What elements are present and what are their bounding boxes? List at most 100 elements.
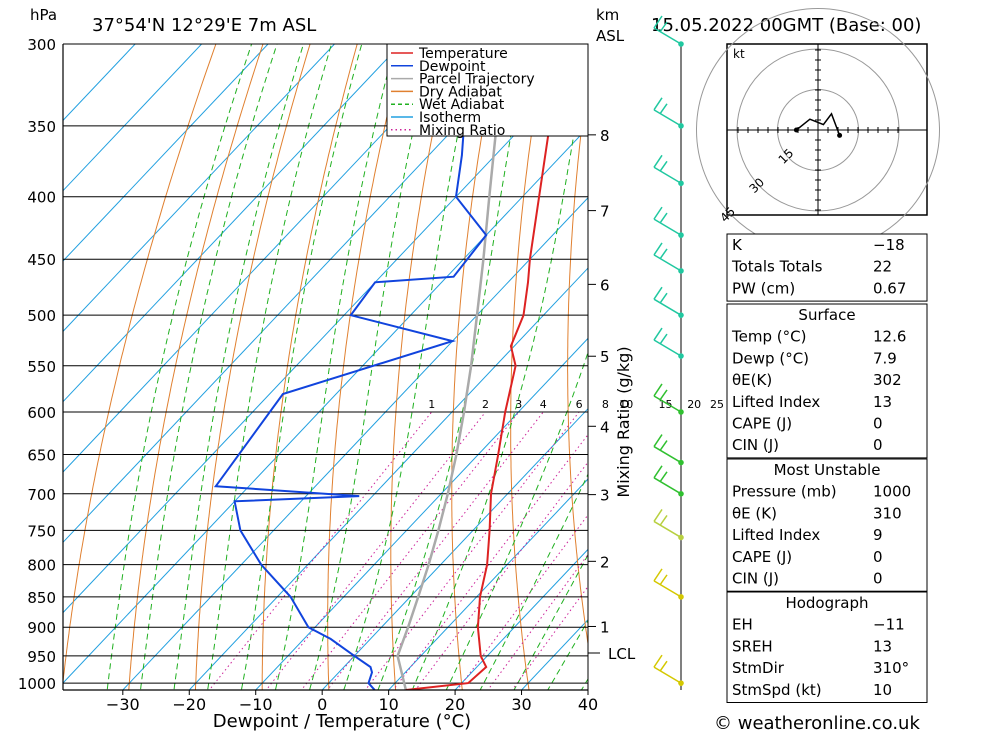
table-row-label: Lifted Index bbox=[732, 393, 820, 411]
table-frame bbox=[726, 591, 928, 703]
isotherm-line bbox=[255, 337, 588, 690]
pressure-tick-label: 950 bbox=[27, 648, 56, 666]
pressure-tick-label: 300 bbox=[27, 36, 56, 54]
wind-barb-flag bbox=[659, 292, 668, 304]
legend-label: Mixing Ratio bbox=[419, 123, 505, 139]
table-row-value: 0 bbox=[873, 570, 883, 588]
pressure-tick-label: 600 bbox=[27, 404, 56, 422]
wind-barb-flag bbox=[653, 383, 663, 397]
hodograph-start-dot bbox=[793, 127, 799, 133]
wind-barb bbox=[653, 434, 684, 466]
wind-barb-flag bbox=[659, 103, 668, 115]
wind-barb bbox=[653, 654, 684, 686]
stability-tables: K −18 Totals Totals 22 PW (cm) 0.67 Surface Tem… bbox=[726, 233, 928, 703]
height-tick-label: 5 bbox=[600, 348, 610, 366]
copyright: © weatheronline.co.uk bbox=[714, 713, 920, 733]
table-row-label: SREH bbox=[732, 637, 773, 655]
hodograph-stats-table: Hodograph EH −11 SREH 13 StmDir 310° StmSpd (kt… bbox=[726, 591, 928, 703]
isotherm-line bbox=[122, 197, 588, 690]
dry-adiabat-line bbox=[968, 7, 1000, 709]
table-row-value: 0 bbox=[873, 415, 883, 433]
isotherm-line bbox=[63, 126, 588, 684]
wind-level-dot bbox=[678, 232, 684, 238]
dry-adiabat-line bbox=[510, 44, 547, 690]
dry-adiabat-line bbox=[922, 7, 1000, 709]
legend-label: Wet Adiabat bbox=[419, 97, 505, 113]
table-row-value: 0.67 bbox=[873, 279, 906, 297]
height-tick-label: 1 bbox=[600, 618, 610, 636]
table-row-label: CIN (J) bbox=[732, 436, 779, 454]
table-row-label: θE(K) bbox=[732, 371, 772, 389]
wind-barb bbox=[653, 97, 684, 129]
table-frame bbox=[726, 303, 928, 459]
km-label: km bbox=[596, 6, 619, 24]
wind-barb-flag bbox=[659, 212, 668, 224]
height-tick-label: 2 bbox=[600, 553, 610, 571]
wind-barb bbox=[653, 286, 684, 318]
pressure-tick-label: 900 bbox=[27, 619, 56, 637]
pressure-tick-label: 350 bbox=[27, 118, 56, 136]
table-row-value: −18 bbox=[873, 236, 905, 254]
table-row-label: CIN (J) bbox=[732, 570, 779, 588]
wind-barb-flag bbox=[653, 465, 663, 479]
wet-adiabat-line bbox=[445, 351, 588, 690]
x-tick-label: 0 bbox=[317, 695, 327, 714]
mixing-ratio-line bbox=[326, 411, 544, 690]
table-row-value: 302 bbox=[873, 371, 902, 389]
wind-barb-flag bbox=[659, 248, 668, 260]
table-row-value: 9 bbox=[873, 526, 883, 544]
table-row-label: CAPE (J) bbox=[732, 415, 792, 433]
datetime-title: 15.05.2022 00GMT (Base: 00) bbox=[651, 15, 921, 36]
wet-adiabat-line bbox=[240, 44, 363, 690]
mixing-ratio-label: 1 bbox=[428, 398, 435, 411]
mixing-ratio-label: 8 bbox=[602, 398, 609, 411]
wet-adiabat-line bbox=[274, 44, 396, 690]
wind-barb bbox=[653, 154, 684, 187]
pressure-tick-label: 400 bbox=[27, 189, 56, 207]
wind-barb-shaft bbox=[653, 395, 682, 413]
wind-barb bbox=[653, 242, 684, 274]
location-title: 37°54'N 12°29'E 7m ASL bbox=[92, 15, 316, 36]
table-row-label: Lifted Index bbox=[732, 526, 820, 544]
table-row-value: 12.6 bbox=[873, 328, 906, 346]
mixing-ratio-label: 2 bbox=[482, 398, 489, 411]
wind-barb-shaft bbox=[653, 666, 682, 684]
pressure-tick-label: 800 bbox=[27, 557, 56, 575]
table-row-value: −11 bbox=[873, 616, 905, 634]
wind-barb-flag bbox=[659, 440, 668, 451]
wind-barb-flag bbox=[653, 154, 663, 168]
legend-box bbox=[386, 43, 589, 137]
dry-adiabat-line bbox=[63, 44, 217, 686]
wind-level-dot bbox=[678, 180, 684, 187]
table-row-value: 0 bbox=[873, 548, 883, 566]
wind-level-dot bbox=[678, 459, 684, 466]
wind-barb-shaft bbox=[653, 445, 682, 464]
mixing-ratio-axis-title: Mixing Ratio (g/kg) bbox=[614, 346, 633, 497]
height-tick-label: 6 bbox=[600, 276, 610, 294]
table-row-label: θE (K) bbox=[732, 504, 777, 522]
plot-background bbox=[63, 44, 588, 690]
wet-adiabat-line bbox=[377, 44, 529, 690]
wind-barb-flag bbox=[659, 333, 668, 345]
wind-barb-flag bbox=[659, 471, 668, 483]
pressure-tick-label: 850 bbox=[27, 589, 56, 607]
table-row-value: 310 bbox=[873, 504, 902, 522]
wind-barb bbox=[653, 509, 684, 541]
wind-level-dot bbox=[678, 680, 684, 686]
pressure-tick-label: 450 bbox=[27, 251, 56, 269]
asl-label: ASL bbox=[596, 27, 625, 45]
x-tick-label: 20 bbox=[445, 695, 465, 714]
table-row-value: 10 bbox=[873, 681, 892, 699]
table-row-value: 310° bbox=[873, 659, 909, 677]
wind-level-dot bbox=[678, 41, 684, 47]
wind-barb-shaft bbox=[653, 166, 682, 184]
wet-adiabat-line bbox=[140, 44, 278, 690]
x-tick-label: −30 bbox=[106, 695, 140, 714]
isotherm-line bbox=[63, 44, 402, 403]
wind-barb-shaft bbox=[653, 520, 682, 539]
wind-barb-flag bbox=[653, 327, 663, 341]
height-tick-label: 8 bbox=[600, 127, 610, 145]
dry-adiabat-line bbox=[261, 44, 358, 690]
table-row-value: 1000 bbox=[873, 483, 911, 501]
